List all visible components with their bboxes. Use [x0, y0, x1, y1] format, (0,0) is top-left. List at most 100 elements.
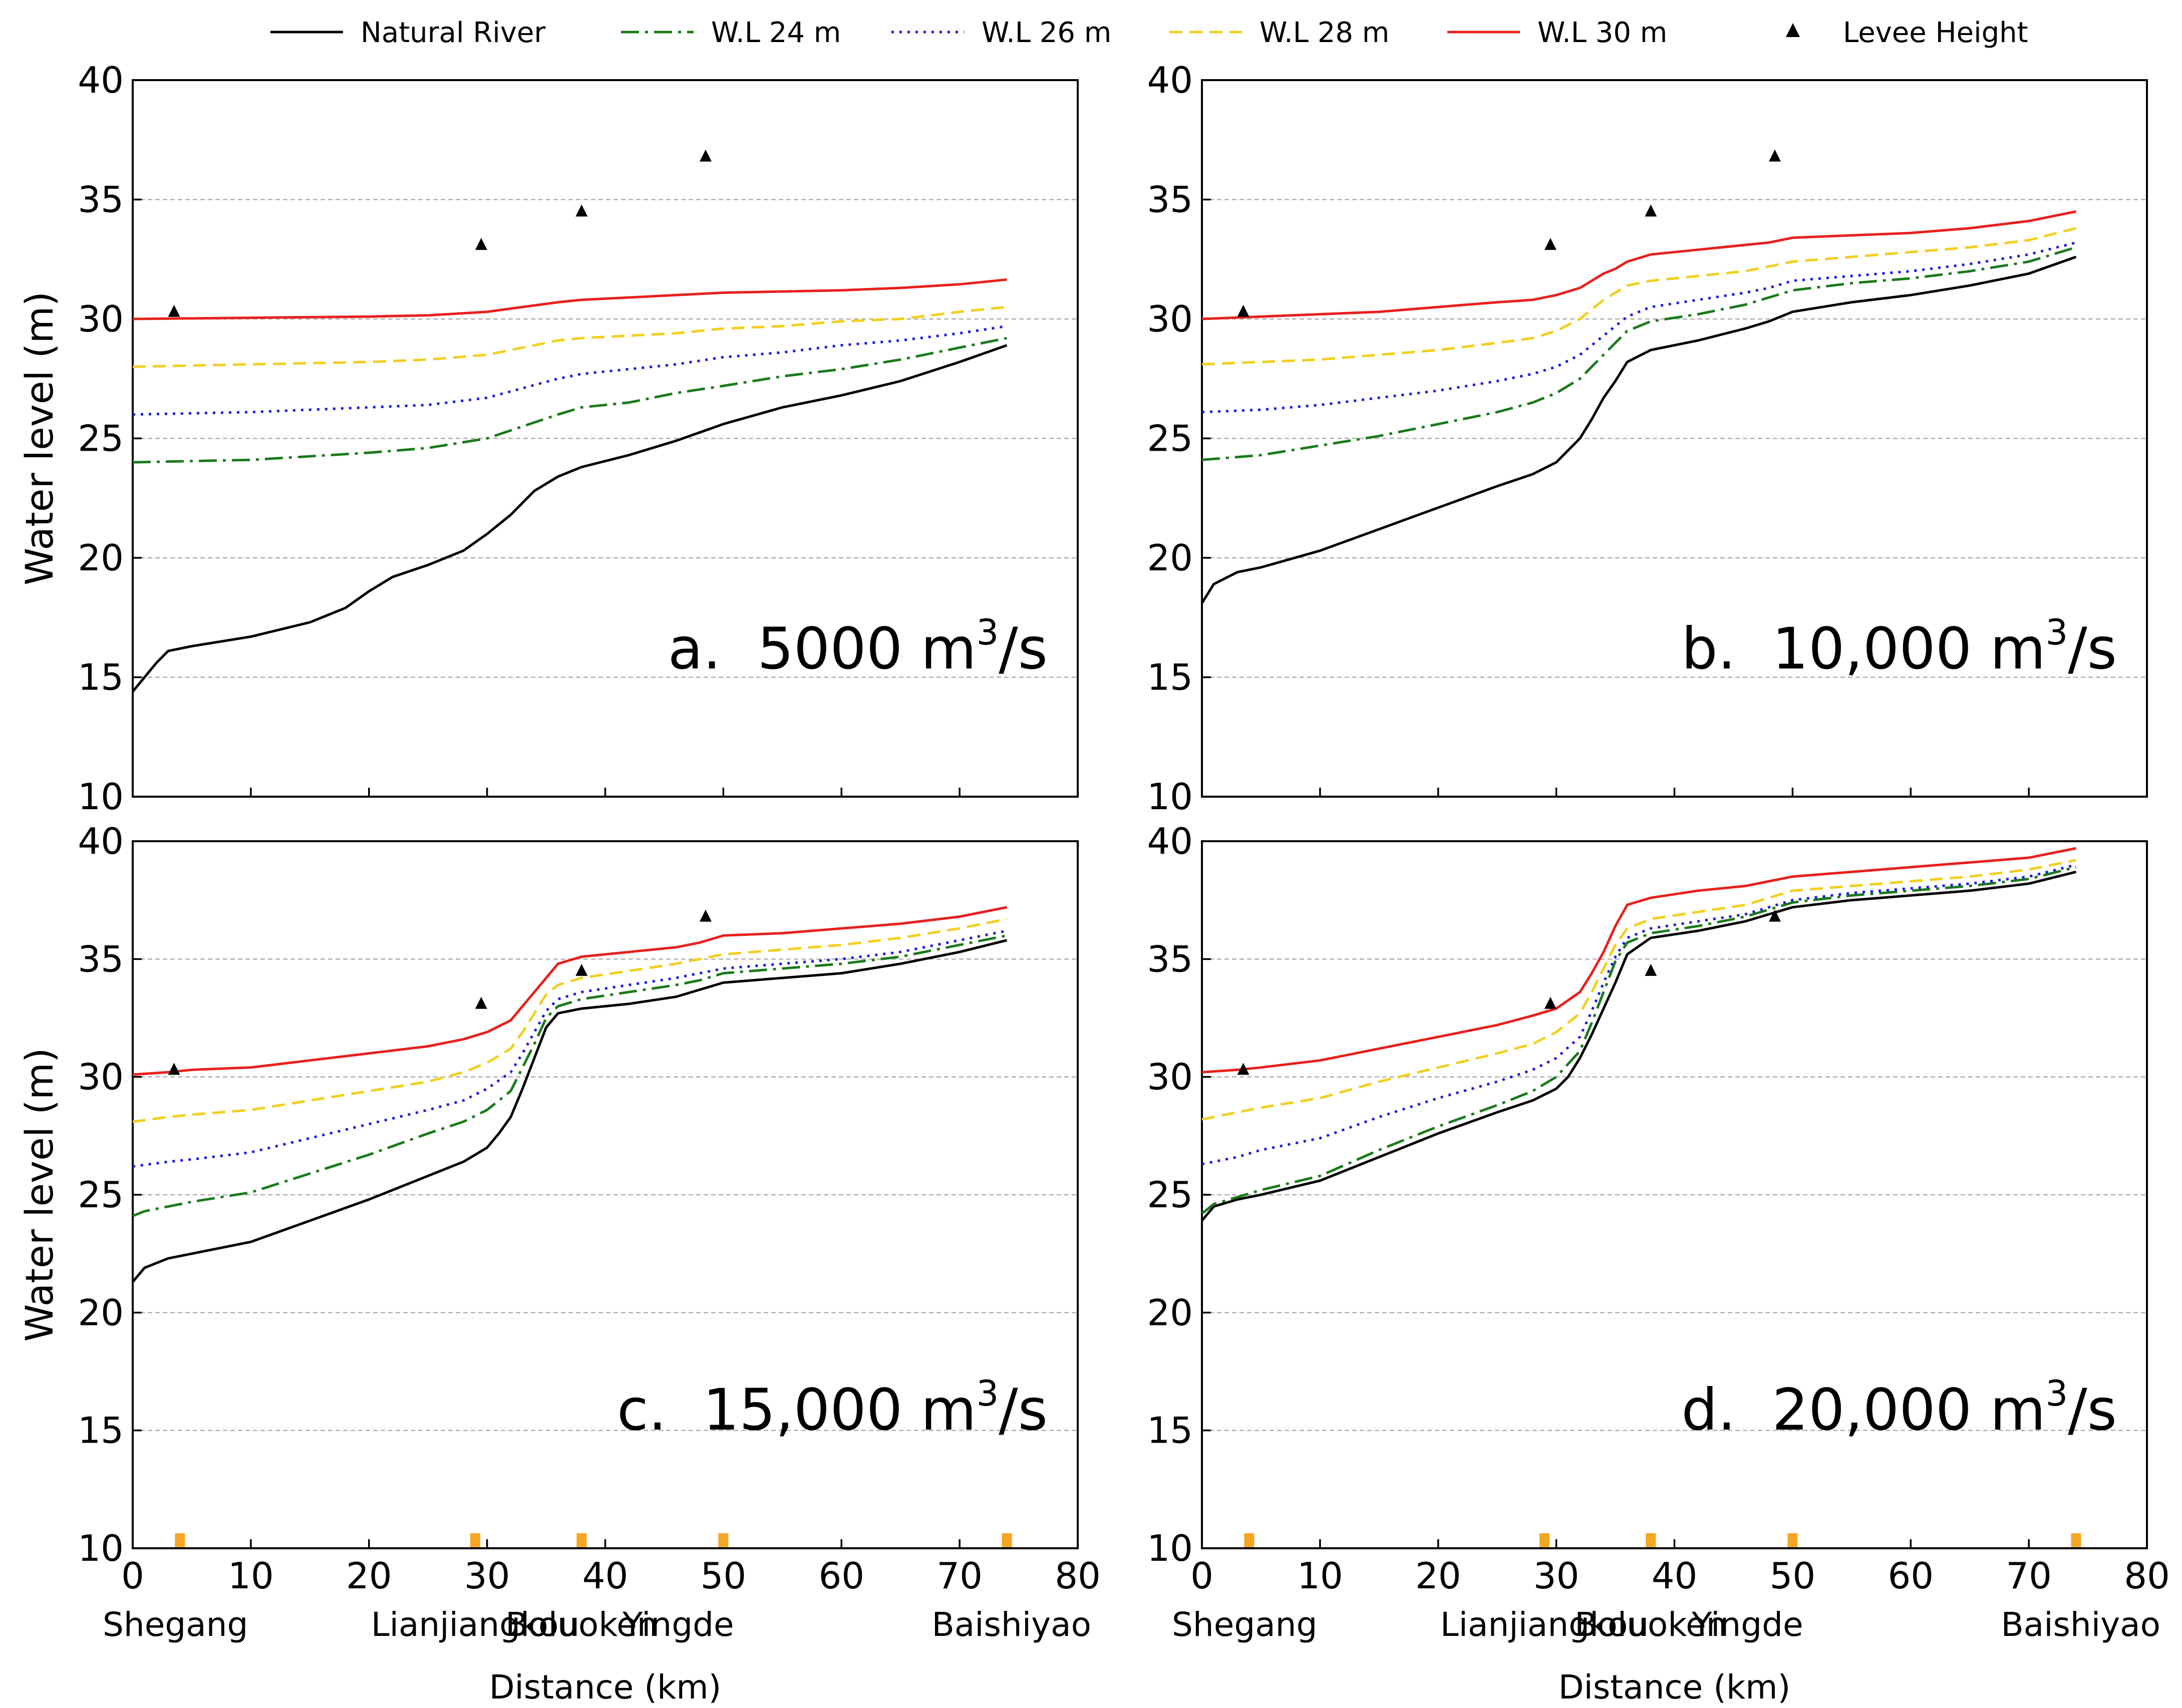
levee-marker [475, 996, 487, 1009]
x-tick-label: 20 [346, 1555, 392, 1597]
series-line-w-l-24-m [132, 336, 1007, 464]
panel-label-unit-tail: /s [2068, 1377, 2117, 1443]
y-tick-label: 30 [78, 1056, 124, 1098]
station-marker [1244, 1533, 1255, 1547]
legend-item: W.L 30 m [1447, 17, 1667, 49]
panel-label-part: m [1990, 1377, 2046, 1443]
y-tick-label: 15 [78, 1410, 124, 1452]
y-tick-label: 15 [1147, 1410, 1193, 1452]
series-line-natural-river [1201, 870, 2077, 1222]
series-line-w-l-24-m [132, 934, 1007, 1217]
panel-label-part: d. [1681, 1377, 1772, 1443]
y-tick-label: 40 [1147, 59, 1193, 101]
panel-label-part: 15,000 [703, 1377, 920, 1443]
panel-label-part: 20,000 [1772, 1377, 1990, 1443]
station-label: Boluoken [505, 1605, 658, 1644]
levee-marker [1768, 909, 1781, 922]
y-tick-label: 25 [78, 1174, 124, 1216]
station-label: Yingde [622, 1605, 734, 1644]
plot-frame [132, 79, 1079, 798]
levee-marker [1237, 304, 1250, 317]
y-tick-label: 35 [1147, 179, 1193, 221]
y-axis-label: Water level (m) [17, 1048, 62, 1341]
x-tick-label: 30 [1533, 1555, 1580, 1597]
y-axis-label: Water level (m) [17, 291, 62, 585]
panel-label-unit-tail: /s [2068, 615, 2117, 682]
panel-label-exponent: 3 [977, 1373, 999, 1414]
y-tick-label: 25 [1147, 418, 1193, 460]
legend-item: Levee Height [1786, 17, 2028, 49]
legend-label: Levee Height [1843, 17, 2028, 49]
x-tick-label: 50 [701, 1555, 747, 1597]
y-tick-label: 25 [78, 418, 124, 460]
station-label: Lianjiangkou [371, 1605, 579, 1644]
panel-label-exponent: 3 [2046, 1373, 2068, 1414]
series-line-w-l-28-m [1201, 859, 2076, 1121]
panel-label: a. 5000 m3/s [668, 612, 1048, 682]
legend: Natural River W.L 24 m W.L 26 m W.L 28 m W.L… [270, 17, 2028, 49]
y-tick-label: 30 [78, 298, 124, 340]
series-line-w-l-26-m [1201, 241, 2077, 414]
x-tick-label: 30 [464, 1555, 510, 1597]
series-line-w-l-30-m [132, 906, 1007, 1076]
legend-item: W.L 28 m [1169, 17, 1389, 49]
station-marker [1787, 1533, 1798, 1547]
levee-marker [1544, 996, 1556, 1009]
x-tick-label: 40 [582, 1555, 629, 1597]
levee-marker [575, 204, 588, 217]
station-label: Baishiyao [931, 1605, 1091, 1644]
x-tick-label: 60 [1888, 1555, 1934, 1597]
panel-label: d. 20,000 m3/s [1681, 1373, 2117, 1443]
x-tick-label: 40 [1652, 1555, 1698, 1597]
y-tick-label: 20 [1147, 1291, 1193, 1333]
series-line-w-l-24-m [1201, 246, 2077, 461]
panel-label-part: m [921, 1377, 977, 1443]
levee-marker [475, 238, 487, 250]
station-label: Shegang [103, 1605, 248, 1644]
y-tick-label: 15 [78, 656, 124, 699]
station-marker [1646, 1533, 1656, 1547]
series-line-natural-river [132, 939, 1008, 1283]
legend-label: W.L 26 m [982, 17, 1111, 49]
station-label: Yingde [1691, 1605, 1803, 1644]
x-tick-label: 0 [1190, 1555, 1213, 1597]
series-line-w-l-30-m [1201, 847, 2076, 1074]
station-marker [470, 1533, 481, 1547]
series-line-w-l-26-m [132, 929, 1007, 1168]
series-line-natural-river [132, 344, 1008, 693]
station-marker [175, 1533, 185, 1547]
x-tick-label: 50 [1770, 1555, 1816, 1597]
panel-a: 10 15 20 25 30 35 40 Water level (m) a. 5000 m3/… [17, 59, 1079, 818]
y-tick-label: 10 [1147, 776, 1193, 818]
panel-label-part: b. [1681, 615, 1772, 682]
series-line-w-l-30-m [1201, 210, 2076, 320]
x-tick-label: 70 [2006, 1555, 2052, 1597]
y-tick-label: 30 [1147, 1056, 1193, 1098]
legend-label: Natural River [361, 17, 546, 49]
panel-label-part: m [1990, 615, 2046, 682]
station-marker [1002, 1533, 1012, 1547]
panel-label-part: 10,000 [1772, 615, 1990, 682]
legend-label: W.L 24 m [711, 17, 841, 49]
levee-marker [1645, 204, 1657, 217]
y-tick-label: 35 [78, 179, 124, 221]
panel-label-exponent: 3 [2046, 612, 2068, 653]
legend-item: Natural River [270, 17, 546, 49]
series-line-natural-river [1200, 255, 2077, 604]
y-tick-label: 35 [78, 938, 124, 980]
levee-marker [575, 963, 588, 976]
panel-label-part: a. [668, 615, 758, 682]
panel-label-part: m [921, 615, 977, 682]
x-axis-label: Distance (km) [1558, 1668, 1791, 1706]
y-tick-label: 25 [1147, 1174, 1193, 1216]
panel-label-unit-tail: /s [999, 1377, 1048, 1443]
station-label: Baishiyao [2001, 1605, 2160, 1644]
y-tick-label: 10 [78, 1527, 124, 1569]
panel-label-exponent: 3 [977, 612, 999, 653]
series-line-w-l-28-m [132, 917, 1007, 1123]
y-tick-label: 20 [78, 1291, 124, 1333]
y-tick-label: 40 [78, 820, 124, 862]
panel-label-unit-tail: /s [999, 615, 1048, 682]
x-tick-label: 60 [818, 1555, 864, 1597]
